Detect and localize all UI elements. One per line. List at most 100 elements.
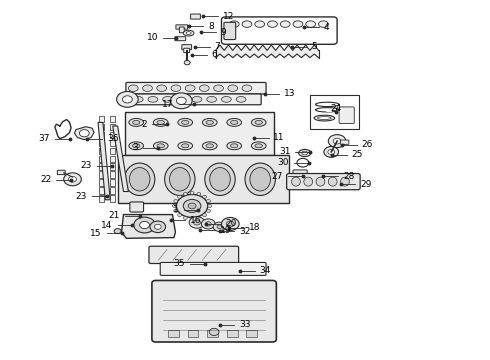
Ellipse shape — [129, 168, 150, 191]
Circle shape — [69, 176, 76, 182]
Circle shape — [178, 213, 182, 216]
Ellipse shape — [206, 120, 214, 124]
Text: 6: 6 — [212, 50, 218, 59]
Circle shape — [154, 224, 161, 229]
Circle shape — [122, 96, 132, 103]
Ellipse shape — [157, 85, 167, 91]
Ellipse shape — [298, 149, 311, 157]
Circle shape — [184, 60, 190, 65]
Ellipse shape — [306, 21, 316, 27]
Bar — [110, 140, 115, 146]
Ellipse shape — [199, 85, 209, 91]
Text: 27: 27 — [272, 172, 283, 181]
Ellipse shape — [210, 168, 230, 191]
Ellipse shape — [153, 118, 168, 126]
Circle shape — [226, 221, 234, 227]
Bar — [110, 148, 115, 154]
Text: 2: 2 — [142, 120, 147, 129]
Polygon shape — [118, 155, 289, 203]
Bar — [227, 330, 238, 337]
Text: 19: 19 — [220, 226, 231, 235]
Circle shape — [201, 219, 215, 229]
Ellipse shape — [304, 177, 313, 186]
Ellipse shape — [163, 96, 172, 102]
FancyBboxPatch shape — [57, 170, 65, 175]
Text: 1: 1 — [173, 205, 179, 214]
Text: 20: 20 — [225, 219, 237, 228]
Ellipse shape — [186, 32, 191, 35]
Circle shape — [176, 97, 186, 104]
Ellipse shape — [205, 163, 235, 195]
Text: 34: 34 — [260, 266, 271, 275]
Text: 13: 13 — [284, 89, 295, 98]
Bar — [207, 330, 218, 337]
FancyBboxPatch shape — [339, 107, 354, 123]
Text: 17: 17 — [163, 100, 174, 109]
Ellipse shape — [341, 177, 349, 186]
Ellipse shape — [227, 142, 242, 150]
Bar — [188, 330, 198, 337]
Ellipse shape — [242, 85, 252, 91]
Text: 31: 31 — [279, 148, 291, 156]
Text: 5: 5 — [311, 42, 317, 51]
Bar — [110, 116, 115, 122]
Text: 4: 4 — [323, 22, 329, 31]
Bar — [168, 330, 179, 337]
Ellipse shape — [128, 85, 138, 91]
Ellipse shape — [192, 96, 202, 102]
Ellipse shape — [178, 142, 193, 150]
Circle shape — [178, 195, 182, 198]
FancyBboxPatch shape — [287, 174, 360, 190]
Ellipse shape — [132, 144, 140, 148]
Ellipse shape — [318, 117, 331, 120]
Circle shape — [171, 93, 192, 109]
FancyBboxPatch shape — [126, 82, 266, 94]
Ellipse shape — [229, 21, 239, 27]
Circle shape — [114, 229, 121, 234]
Ellipse shape — [129, 142, 144, 150]
Bar — [110, 132, 115, 138]
Circle shape — [172, 204, 176, 207]
Circle shape — [206, 210, 210, 212]
Circle shape — [197, 193, 201, 195]
Circle shape — [206, 199, 210, 202]
Ellipse shape — [129, 118, 144, 126]
Polygon shape — [125, 112, 274, 155]
Text: 14: 14 — [101, 220, 113, 230]
Text: 26: 26 — [362, 140, 373, 149]
Ellipse shape — [245, 163, 275, 195]
Ellipse shape — [206, 144, 214, 148]
Bar — [99, 116, 104, 122]
Ellipse shape — [292, 177, 300, 186]
Text: 32: 32 — [239, 227, 250, 236]
Circle shape — [202, 213, 206, 216]
Text: 29: 29 — [360, 180, 371, 189]
Ellipse shape — [202, 118, 217, 126]
Ellipse shape — [183, 30, 194, 36]
Polygon shape — [122, 215, 175, 238]
Text: 25: 25 — [352, 150, 363, 159]
Ellipse shape — [255, 144, 263, 148]
Text: 16: 16 — [190, 216, 201, 225]
Text: 36: 36 — [107, 134, 118, 143]
Ellipse shape — [157, 144, 165, 148]
Bar — [99, 148, 104, 154]
Text: 7: 7 — [215, 42, 220, 51]
Ellipse shape — [280, 21, 290, 27]
Bar — [110, 163, 115, 170]
Polygon shape — [74, 127, 94, 140]
Text: 21: 21 — [109, 211, 120, 220]
Ellipse shape — [242, 21, 252, 27]
Circle shape — [188, 203, 196, 209]
Bar — [110, 124, 115, 130]
Polygon shape — [98, 122, 110, 200]
Ellipse shape — [318, 21, 328, 27]
Circle shape — [190, 192, 194, 194]
Bar — [99, 179, 104, 186]
FancyBboxPatch shape — [179, 27, 184, 33]
Ellipse shape — [214, 85, 223, 91]
Ellipse shape — [293, 21, 303, 27]
Bar — [110, 195, 115, 202]
Ellipse shape — [202, 142, 217, 150]
Text: 23: 23 — [81, 161, 92, 170]
